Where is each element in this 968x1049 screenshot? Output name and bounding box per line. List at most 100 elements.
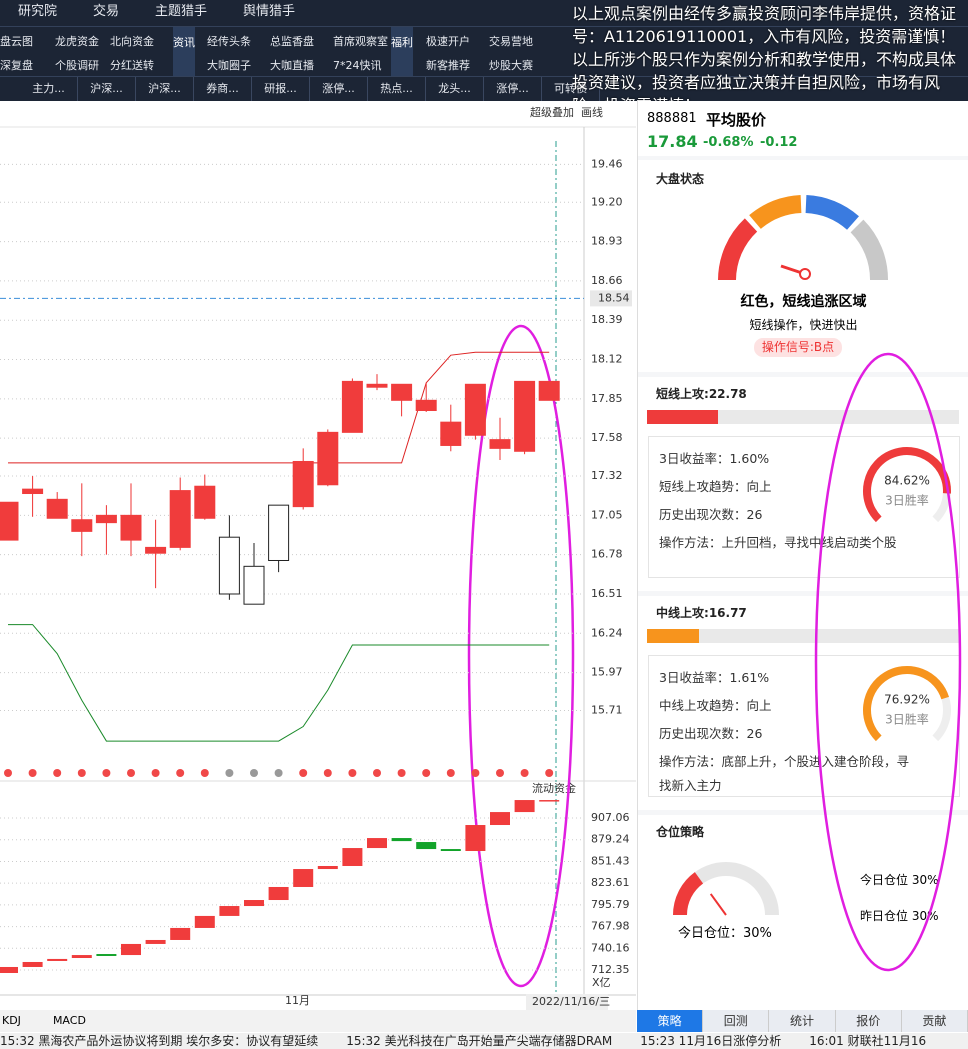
nav-item[interactable]: 分红送转	[110, 59, 154, 72]
nav-item[interactable]: 7*24快讯	[333, 59, 382, 72]
nav-item[interactable]: 大咖直播	[270, 59, 314, 72]
tab[interactable]: 沪深...	[136, 77, 194, 101]
win-ring: 84.62% 3日胜率	[863, 447, 951, 523]
info-line: 中线上攻趋势：向上	[659, 698, 772, 713]
nav-item[interactable]: 极速开户	[426, 35, 470, 48]
y-tick-label: 17.58	[591, 431, 623, 444]
market-gauge	[718, 195, 889, 281]
score: 16.77	[708, 606, 747, 620]
tab[interactable]: 主力...	[20, 77, 78, 101]
gauge-seg	[805, 195, 859, 230]
menu-item[interactable]: 交易	[93, 4, 120, 19]
needle	[709, 893, 727, 916]
panel-tab[interactable]: 统计	[769, 1010, 836, 1032]
signal-dot	[200, 769, 209, 777]
win-ring: 76.92% 3日胜率	[863, 666, 951, 742]
fund-bar	[514, 800, 535, 813]
nav-item[interactable]: 北向资金	[110, 35, 154, 48]
candle-body	[341, 380, 363, 433]
signal-dot	[225, 769, 234, 777]
nav-item[interactable]: 新客推荐	[426, 59, 470, 72]
score-bar	[647, 629, 700, 643]
fund-bar	[71, 955, 92, 959]
y-tick-label: 18.39	[591, 313, 623, 326]
toolbar: 超级叠加 画线	[530, 104, 603, 120]
info-line: 操作方法：上升回档，寻找中线启动类个股	[659, 535, 897, 550]
tab[interactable]: 研报...	[252, 77, 310, 101]
menu-item[interactable]: 研究院	[18, 4, 58, 19]
tab[interactable]: 涨停...	[310, 77, 368, 101]
indicator-bar: KDJ MACD	[0, 1010, 636, 1032]
signal-dot	[422, 769, 431, 777]
candle-body	[120, 514, 142, 541]
candle-body	[22, 488, 44, 495]
today: 今日仓位 30%	[860, 873, 939, 887]
ring-label: 84.62%	[884, 474, 930, 488]
tab-bar: 主力... 沪深... 沪深... 券商... 研报... 涨停... 热点... 龙头...…	[0, 76, 968, 101]
news-item[interactable]: 15:32 黑海农产品外运协议将到期 埃尔多安：协议有望延续	[0, 1034, 319, 1048]
tab[interactable]: 龙头...	[426, 77, 484, 101]
news-item[interactable]: 15:23 11月16日涨停分析	[640, 1034, 782, 1048]
info-line: 操作方法：底部上升，个股进入建仓阶段，寻找新入主力	[659, 754, 910, 793]
candle-body	[145, 546, 167, 554]
fund-bar	[391, 838, 412, 842]
section-title: 大盘状态	[656, 172, 705, 186]
x-date: 2022/11/16/三	[532, 995, 610, 1008]
nav-item[interactable]: 龙虎资金	[55, 35, 99, 48]
tab[interactable]: 可转债	[542, 77, 600, 101]
fund-bar	[416, 842, 437, 850]
score-track	[647, 629, 959, 643]
ring-name: 3日胜率	[885, 712, 929, 727]
y-tick-label: 16.24	[591, 626, 623, 639]
menu-item[interactable]: 舆情猎手	[243, 4, 296, 19]
nav-item[interactable]: 大咖圈子	[207, 59, 251, 72]
nav-item[interactable]: 盘云图	[0, 35, 33, 48]
candle-body	[243, 565, 265, 605]
panel-tab[interactable]: 回测	[703, 1010, 770, 1032]
nav-item[interactable]: 深复盘	[0, 59, 33, 72]
tool[interactable]: 画线	[581, 106, 603, 119]
tab[interactable]: 热点...	[368, 77, 426, 101]
candle-body	[194, 485, 216, 519]
fund-bar	[342, 848, 363, 866]
fund-bar	[47, 958, 68, 961]
y-tick-label: 712.35	[591, 963, 630, 976]
fund-title: 流动资金	[532, 781, 576, 795]
menu-item[interactable]: 主题猎手	[155, 4, 208, 19]
candle-body	[514, 380, 536, 452]
signal-dot	[496, 769, 504, 777]
signal-dot	[102, 769, 111, 777]
score-bar	[647, 410, 719, 424]
y-tick-label: 16.78	[591, 548, 623, 561]
tool[interactable]: 超级叠加	[530, 106, 574, 119]
fund-bar	[22, 961, 43, 967]
code: 888881	[647, 111, 697, 126]
mid-section: 中线上攻:16.77 3日收益率：1.61% 中线上攻趋势：向上 历史出现次数：26 操…	[638, 596, 968, 810]
news-item[interactable]: 15:32 美光科技在广岛开始量产尖端存储器DRAM	[346, 1034, 613, 1048]
signal-dot	[373, 769, 381, 777]
y-tick-label: 17.32	[591, 469, 623, 482]
indicator-tab[interactable]: KDJ	[2, 1014, 21, 1027]
panel-tab[interactable]: 报价	[836, 1010, 902, 1032]
panel-tab[interactable]: 策略	[637, 1010, 704, 1032]
fund-bar	[317, 865, 338, 870]
info-line: 短线上攻趋势：向上	[659, 479, 772, 494]
nav-item[interactable]: 总监香盘	[270, 35, 314, 48]
score-label: 中线上攻:	[656, 606, 709, 620]
news-item[interactable]: 16:01 财联社11月16	[809, 1034, 927, 1048]
nav-item[interactable]: 经传头条	[207, 35, 251, 48]
nav-item[interactable]: 炒股大赛	[489, 59, 533, 72]
nav-item[interactable]: 交易营地	[489, 35, 533, 48]
candle-body	[366, 383, 388, 388]
candle-body	[268, 504, 290, 561]
nav-item[interactable]: 首席观察室	[333, 35, 388, 48]
signal-dot	[446, 769, 455, 777]
indicator-tab[interactable]: MACD	[52, 1014, 86, 1027]
panel-tab[interactable]: 贡献	[902, 1010, 968, 1032]
candle-body	[440, 421, 462, 446]
tab[interactable]: 涨停...	[484, 77, 542, 101]
tab[interactable]: 沪深...	[78, 77, 136, 101]
nav-item[interactable]: 个股调研	[55, 59, 99, 72]
signal-dot	[250, 769, 258, 777]
tab[interactable]: 券商...	[194, 77, 252, 101]
